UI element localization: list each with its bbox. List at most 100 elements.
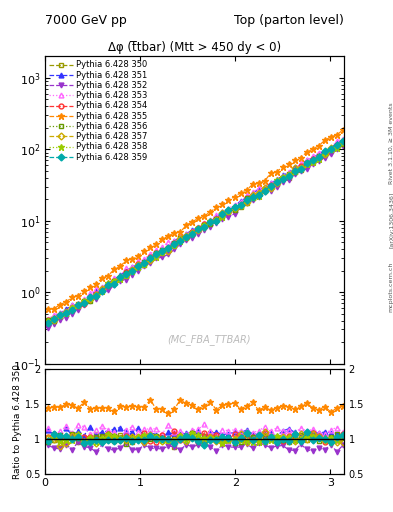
Pythia 6.428 356 <box>88 297 92 304</box>
Pythia 6.428 356 <box>154 250 159 256</box>
Pythia 6.428 355 <box>184 222 189 228</box>
Pythia 6.428 359 <box>172 242 177 248</box>
Pythia 6.428 354 <box>94 291 99 297</box>
Pythia 6.428 352 <box>196 231 201 237</box>
Pythia 6.428 356 <box>214 216 219 222</box>
Pythia 6.428 359 <box>244 197 249 203</box>
Pythia 6.428 356 <box>166 245 171 251</box>
Pythia 6.428 358 <box>298 165 303 171</box>
Title: Δφ (t̅tbar) (Mtt > 450 dy < 0): Δφ (t̅tbar) (Mtt > 450 dy < 0) <box>108 41 281 54</box>
Pythia 6.428 353 <box>190 228 195 234</box>
Pythia 6.428 350 <box>172 241 177 247</box>
Pythia 6.428 356 <box>280 175 285 181</box>
Pythia 6.428 357 <box>196 227 201 233</box>
Pythia 6.428 359 <box>70 307 74 313</box>
Pythia 6.428 357 <box>280 175 285 181</box>
Pythia 6.428 356 <box>136 264 141 270</box>
Pythia 6.428 354 <box>166 245 171 251</box>
Pythia 6.428 351 <box>334 140 339 146</box>
Pythia 6.428 358 <box>70 305 74 311</box>
Pythia 6.428 358 <box>166 245 171 251</box>
Pythia 6.428 358 <box>118 276 123 282</box>
Pythia 6.428 353 <box>268 180 273 186</box>
Pythia 6.428 358 <box>262 186 267 193</box>
Pythia 6.428 351 <box>94 288 99 294</box>
Pythia 6.428 359 <box>184 233 189 240</box>
Pythia 6.428 356 <box>208 221 213 227</box>
Pythia 6.428 358 <box>232 204 237 210</box>
Pythia 6.428 352 <box>190 234 195 241</box>
Pythia 6.428 350 <box>148 256 152 262</box>
Pythia 6.428 351 <box>292 164 297 170</box>
Pythia 6.428 352 <box>148 260 152 266</box>
Pythia 6.428 355 <box>94 281 99 287</box>
Pythia 6.428 354 <box>340 139 345 145</box>
Pythia 6.428 358 <box>286 173 291 179</box>
Pythia 6.428 353 <box>250 189 255 195</box>
Pythia 6.428 352 <box>142 263 147 269</box>
Pythia 6.428 358 <box>226 208 231 214</box>
Pythia 6.428 359 <box>208 219 213 225</box>
Pythia 6.428 353 <box>334 138 339 144</box>
Pythia 6.428 351 <box>304 157 309 163</box>
Pythia 6.428 355 <box>58 302 62 308</box>
Pythia 6.428 351 <box>118 272 123 279</box>
Pythia 6.428 355 <box>238 189 243 196</box>
Pythia 6.428 352 <box>214 220 219 226</box>
Pythia 6.428 354 <box>202 221 207 227</box>
Pythia 6.428 350 <box>286 175 291 181</box>
Pythia 6.428 355 <box>286 161 291 167</box>
Pythia 6.428 359 <box>298 165 303 172</box>
Pythia 6.428 354 <box>64 310 68 316</box>
Pythia 6.428 357 <box>292 164 297 170</box>
Pythia 6.428 350 <box>304 162 309 168</box>
Pythia 6.428 356 <box>292 169 297 176</box>
Pythia 6.428 352 <box>286 177 291 183</box>
Pythia 6.428 351 <box>100 285 105 291</box>
Pythia 6.428 350 <box>214 216 219 222</box>
Pythia 6.428 354 <box>172 240 177 246</box>
Pythia 6.428 359 <box>190 231 195 237</box>
Pythia 6.428 350 <box>268 183 273 189</box>
Pythia 6.428 352 <box>250 197 255 203</box>
Pythia 6.428 356 <box>286 172 291 178</box>
Pythia 6.428 351 <box>280 173 285 179</box>
Pythia 6.428 358 <box>106 280 110 286</box>
Pythia 6.428 350 <box>208 219 213 225</box>
Pythia 6.428 356 <box>184 234 189 240</box>
Pythia 6.428 359 <box>82 300 86 306</box>
Pythia 6.428 351 <box>329 145 333 151</box>
Pythia 6.428 352 <box>64 314 68 321</box>
Pythia 6.428 358 <box>124 272 129 278</box>
Pythia 6.428 352 <box>280 179 285 185</box>
Pythia 6.428 351 <box>88 293 92 299</box>
Pythia 6.428 351 <box>58 310 62 316</box>
Pythia 6.428 353 <box>142 256 147 262</box>
Pythia 6.428 353 <box>208 217 213 223</box>
Pythia 6.428 355 <box>88 284 92 290</box>
Pythia 6.428 350 <box>250 195 255 201</box>
Pythia 6.428 350 <box>226 209 231 216</box>
Pythia 6.428 357 <box>100 286 105 292</box>
Pythia 6.428 352 <box>226 214 231 220</box>
Pythia 6.428 350 <box>298 166 303 173</box>
Pythia 6.428 351 <box>184 231 189 237</box>
Pythia 6.428 352 <box>329 151 333 157</box>
Pythia 6.428 357 <box>334 143 339 150</box>
Pythia 6.428 353 <box>298 160 303 166</box>
Pythia 6.428 350 <box>329 147 333 154</box>
Pythia 6.428 352 <box>136 268 141 274</box>
Pythia 6.428 359 <box>292 167 297 174</box>
Pythia 6.428 354 <box>280 175 285 181</box>
Pythia 6.428 359 <box>286 173 291 179</box>
Pythia 6.428 354 <box>292 168 297 174</box>
Pythia 6.428 351 <box>160 247 165 253</box>
Line: Pythia 6.428 351: Pythia 6.428 351 <box>46 138 345 322</box>
Pythia 6.428 359 <box>220 210 225 217</box>
Pythia 6.428 357 <box>106 282 110 288</box>
Pythia 6.428 359 <box>214 218 219 224</box>
Pythia 6.428 355 <box>250 181 255 187</box>
Pythia 6.428 355 <box>316 143 321 149</box>
Pythia 6.428 359 <box>166 245 171 251</box>
Pythia 6.428 358 <box>220 214 225 220</box>
